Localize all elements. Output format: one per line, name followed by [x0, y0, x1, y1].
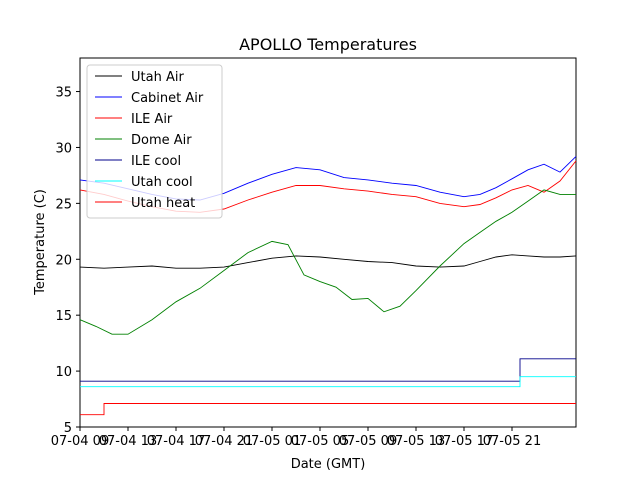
- x-tick-label: 07-04 17: [147, 434, 205, 449]
- x-tick-label: 07-05 21: [483, 434, 541, 449]
- y-tick-label: 20: [55, 253, 72, 268]
- legend-label: Utah heat: [131, 196, 195, 211]
- legend-label: Dome Air: [131, 133, 192, 148]
- y-tick-label: 30: [55, 141, 72, 156]
- y-tick-label: 35: [55, 86, 72, 101]
- plot-area: [79, 57, 577, 428]
- x-tick-label: 07-05 09: [339, 434, 397, 449]
- x-tick-label: 07-05 01: [243, 434, 301, 449]
- legend-label: ILE Air: [131, 112, 173, 127]
- legend: Utah Air Cabinet Air ILE Air Dome Air ILE co…: [86, 64, 223, 219]
- legend-label: Utah cool: [131, 175, 193, 190]
- y-tick-label: 5: [64, 421, 72, 436]
- legend-label: ILE cool: [131, 154, 181, 169]
- x-axis-label: Date (GMT): [291, 457, 366, 472]
- series-line-utah-cool: [80, 376, 576, 388]
- series-line-utah-air: [79, 254, 577, 269]
- x-tick-label: 07-04 09: [51, 434, 109, 449]
- y-tick-label: 15: [55, 309, 72, 324]
- series-line-dome-air: [79, 189, 576, 335]
- x-tick-label: 07-04 21: [195, 434, 253, 449]
- series-line-ile-cool: [80, 358, 576, 382]
- y-tick-label: 25: [55, 197, 72, 212]
- x-tick-label: 07-04 13: [99, 434, 157, 449]
- legend-label: Cabinet Air: [131, 91, 204, 106]
- legend-label: Utah Air: [131, 70, 184, 85]
- series-line-utah-heat: [80, 403, 576, 416]
- y-tick-label: 10: [55, 365, 72, 380]
- x-tick-label: 07-05 05: [291, 434, 349, 449]
- chart-title: APOLLO Temperatures: [239, 35, 417, 54]
- y-axis-label: Temperature (C): [33, 189, 48, 296]
- x-tick-label: 07-05 17: [435, 434, 493, 449]
- legend-box: [86, 64, 223, 219]
- y-axis: 5 10 15 20 25 30 35: [55, 86, 80, 436]
- x-tick-label: 07-05 13: [387, 434, 445, 449]
